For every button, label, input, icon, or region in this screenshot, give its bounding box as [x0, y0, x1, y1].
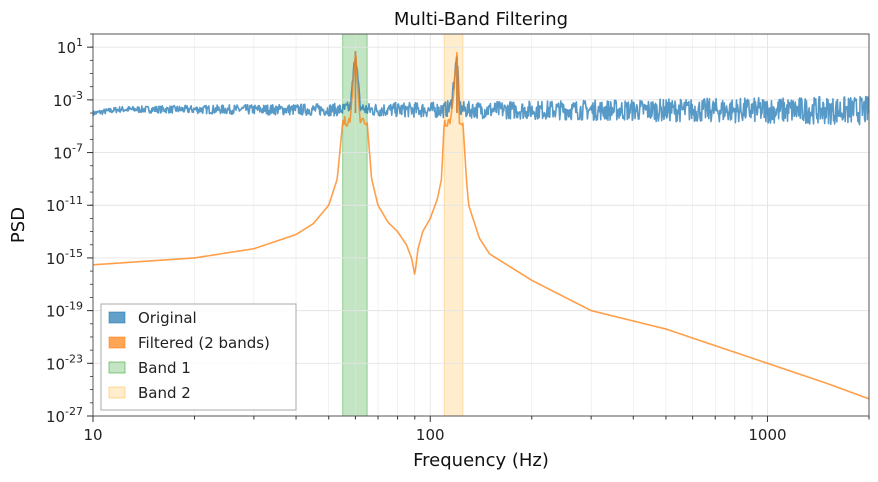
y-tick-label: 10-7 — [53, 142, 83, 163]
legend-swatch — [108, 336, 126, 349]
legend: Original Filtered (2 bands) Band 1 Band 2 — [100, 303, 297, 411]
y-tick-label: 10-23 — [46, 352, 83, 373]
y-axis-ticks: 101 10-3 10-7 10-11 10-15 10-19 10-23 10-27 — [46, 33, 93, 426]
plot-frame — [92, 33, 870, 417]
x-tick-label: 10 — [83, 426, 102, 444]
x-axis-ticks: 10 100 1000 — [83, 416, 870, 444]
legend-swatch — [108, 386, 126, 399]
x-tick-label: 100 — [416, 426, 445, 444]
legend-box — [100, 303, 297, 411]
y-tick-label: 10-27 — [46, 405, 83, 426]
y-tick-label: 10-19 — [46, 300, 83, 321]
band-highlights — [342, 33, 464, 417]
x-axis-title: Frequency (Hz) — [413, 450, 549, 471]
series-lines — [92, 51, 870, 400]
y-axis-title: PSD — [8, 207, 29, 243]
y-tick-label: 10-3 — [53, 89, 83, 110]
x-tick-label: 1000 — [748, 426, 786, 444]
legend-label: Band 2 — [138, 384, 191, 402]
legend-swatch — [108, 361, 126, 374]
y-tick-label: 10-11 — [46, 194, 83, 215]
legend-label: Original — [138, 309, 197, 327]
chart-title: Multi-Band Filtering — [394, 9, 568, 30]
y-tick-label: 101 — [57, 36, 83, 57]
series-line-1 — [92, 51, 870, 126]
series-line-2 — [92, 51, 870, 400]
y-tick-label: 10-15 — [46, 247, 83, 268]
legend-swatch — [108, 311, 126, 324]
legend-label: Band 1 — [138, 359, 191, 377]
legend-label: Filtered (2 bands) — [138, 334, 270, 352]
